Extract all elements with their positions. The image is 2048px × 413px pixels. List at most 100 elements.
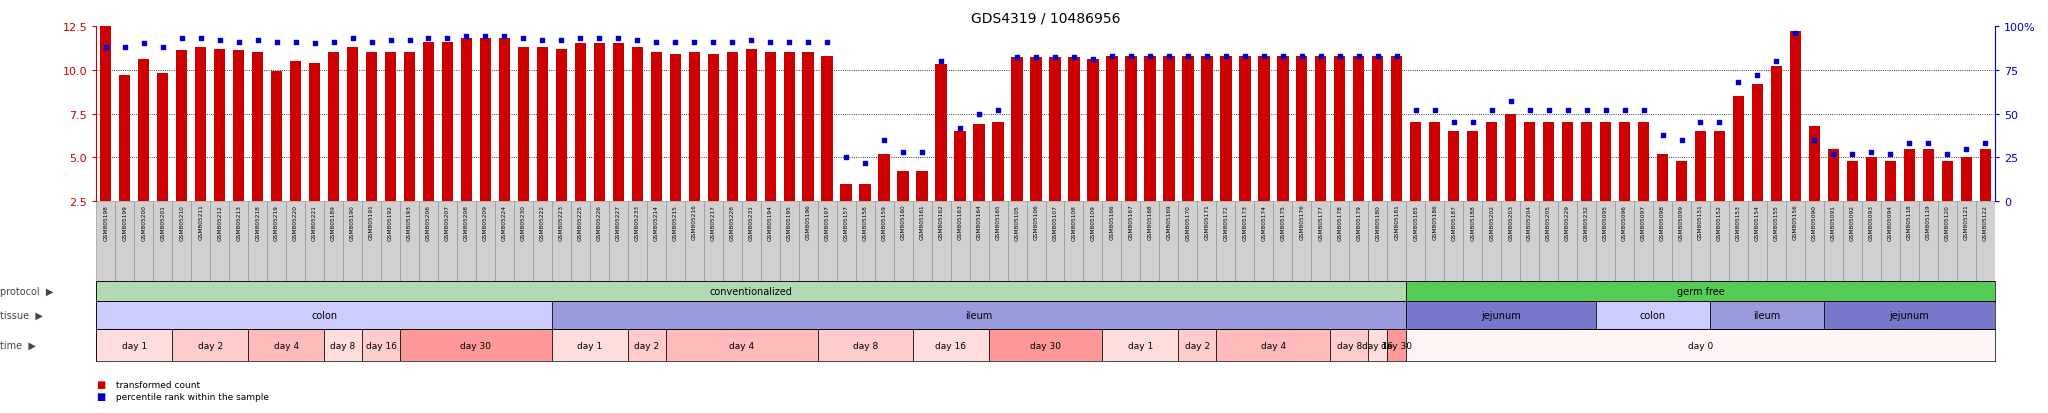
Bar	[248, 202, 266, 282]
Text: day 8: day 8	[330, 341, 356, 350]
Point	[1704, 120, 1737, 126]
Bar	[1368, 330, 1386, 361]
Point	[1114, 53, 1147, 60]
Text: GSM805163: GSM805163	[958, 204, 963, 240]
Point	[1038, 55, 1071, 62]
Bar	[266, 202, 287, 282]
Point	[299, 41, 332, 47]
Text: GSM805155: GSM805155	[1774, 204, 1780, 240]
Point	[1133, 53, 1165, 60]
Text: ■: ■	[96, 379, 106, 389]
Point	[1305, 53, 1337, 60]
Bar	[551, 301, 1407, 330]
Point	[469, 34, 502, 40]
Bar	[135, 202, 154, 282]
Text: GSM805166: GSM805166	[1110, 204, 1114, 240]
Bar	[1653, 202, 1671, 282]
Text: GSM805091: GSM805091	[1831, 204, 1835, 240]
Bar	[936, 65, 946, 202]
Point	[242, 38, 274, 44]
Bar	[874, 202, 893, 282]
Bar	[1866, 158, 1878, 202]
Text: GSM805179: GSM805179	[1356, 204, 1362, 240]
Point	[336, 36, 369, 43]
Bar	[799, 202, 817, 282]
Point	[1913, 141, 1946, 147]
Bar	[1616, 202, 1634, 282]
Text: day 16: day 16	[936, 341, 967, 350]
Bar	[1049, 58, 1061, 202]
Text: GSM805180: GSM805180	[1376, 204, 1380, 240]
Text: germ free: germ free	[1677, 287, 1724, 297]
Point	[145, 45, 178, 51]
Bar	[1710, 202, 1729, 282]
Bar	[993, 123, 1004, 202]
Bar	[950, 202, 969, 282]
Text: GSM805157: GSM805157	[844, 204, 848, 240]
Bar	[741, 202, 760, 282]
Text: GSM805189: GSM805189	[332, 204, 336, 240]
Bar	[1407, 282, 1995, 301]
Text: GSM805215: GSM805215	[674, 204, 678, 240]
Point	[602, 36, 635, 43]
Bar	[1595, 202, 1616, 282]
Text: tissue  ▶: tissue ▶	[0, 311, 43, 320]
Bar	[780, 202, 799, 282]
Bar	[1595, 301, 1710, 330]
Text: GSM805233: GSM805233	[635, 204, 639, 240]
Text: GSM805154: GSM805154	[1755, 204, 1759, 240]
Bar	[1407, 301, 1595, 330]
Point	[981, 107, 1014, 114]
Bar	[1065, 202, 1083, 282]
Text: GSM805231: GSM805231	[750, 204, 754, 240]
Point	[1438, 120, 1470, 126]
Point	[223, 39, 256, 46]
Point	[1683, 120, 1716, 126]
Bar	[1217, 330, 1331, 361]
Point	[1057, 55, 1090, 62]
Bar	[1923, 149, 1933, 202]
Bar	[551, 202, 571, 282]
Bar	[1178, 330, 1217, 361]
Text: GSM805159: GSM805159	[881, 204, 887, 240]
Text: GSM805151: GSM805151	[1698, 204, 1704, 240]
Bar	[96, 330, 172, 361]
Text: day 16: day 16	[365, 341, 397, 350]
Bar	[1790, 32, 1800, 202]
Bar	[1501, 202, 1520, 282]
Bar	[119, 76, 131, 202]
Bar	[1315, 57, 1327, 202]
Bar	[1102, 202, 1122, 282]
Point	[508, 36, 541, 43]
Bar	[1956, 202, 1976, 282]
Text: day 4: day 4	[1262, 341, 1286, 350]
Bar	[252, 53, 264, 202]
Bar	[500, 39, 510, 202]
Bar	[496, 202, 514, 282]
Text: GSM805229: GSM805229	[1565, 204, 1571, 240]
Bar	[1333, 57, 1346, 202]
Text: ■: ■	[96, 392, 106, 401]
Text: GSM805118: GSM805118	[1907, 204, 1913, 240]
Text: day 1: day 1	[121, 341, 147, 350]
Bar	[1483, 202, 1501, 282]
Bar	[229, 202, 248, 282]
Text: GSM805221: GSM805221	[311, 204, 317, 240]
Text: GSM805214: GSM805214	[653, 204, 659, 240]
Bar	[154, 202, 172, 282]
Text: GSM805162: GSM805162	[938, 204, 944, 240]
Point	[926, 59, 958, 65]
Text: GSM805173: GSM805173	[1243, 204, 1247, 240]
Bar	[344, 202, 362, 282]
Point	[1229, 53, 1262, 60]
Text: GSM805122: GSM805122	[1982, 204, 1989, 240]
Bar	[1843, 202, 1862, 282]
Text: time  ▶: time ▶	[0, 340, 37, 350]
Text: GSM805093: GSM805093	[1870, 204, 1874, 240]
Bar	[1847, 161, 1858, 202]
Bar	[1747, 202, 1767, 282]
Bar	[1825, 301, 1995, 330]
Bar	[879, 154, 889, 202]
Bar	[190, 202, 211, 282]
Bar	[1980, 149, 1991, 202]
